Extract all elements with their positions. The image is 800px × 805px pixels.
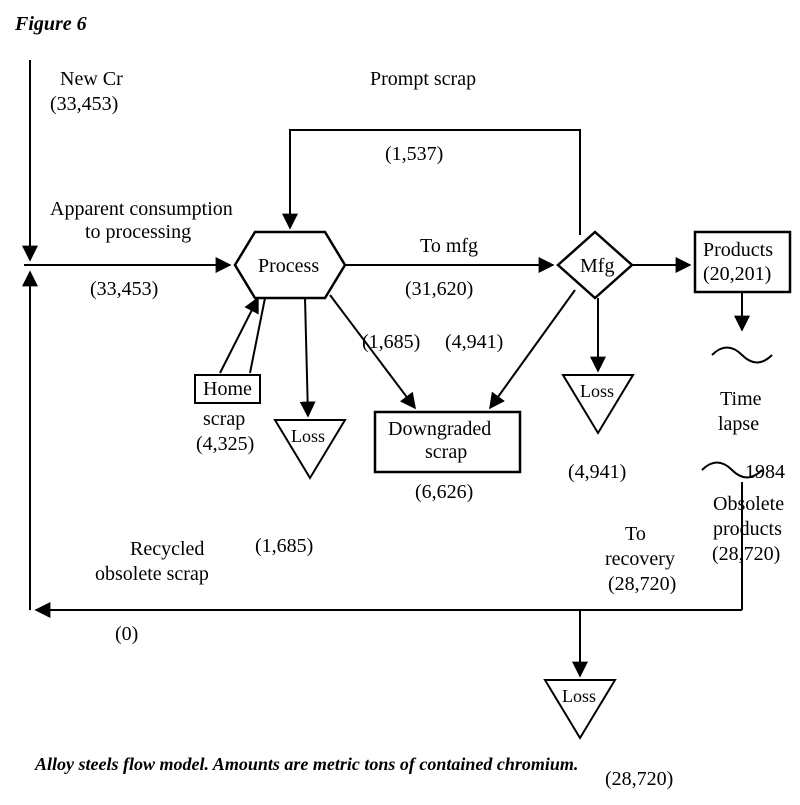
apparent-consumption-val: (33,453) — [90, 278, 158, 300]
apparent-consumption-line2: to processing — [85, 221, 191, 243]
obsolete-val: (28,720) — [712, 543, 780, 565]
mfg-label: Mfg — [580, 255, 614, 277]
recycled-2: obsolete scrap — [95, 563, 209, 585]
recycled-1: Recycled — [130, 538, 204, 560]
loss3-val: (28,720) — [605, 768, 673, 790]
loss1-val: (1,685) — [255, 535, 313, 557]
products-label: Products — [703, 239, 773, 261]
to-dg-mfg-val: (4,941) — [445, 331, 503, 353]
home-scrap-line1: Home — [203, 378, 252, 400]
prompt-scrap-label: Prompt scrap — [370, 68, 476, 90]
figure-title: Figure 6 — [14, 13, 87, 35]
loss2-val: (4,941) — [568, 461, 626, 483]
downgraded-line2: scrap — [425, 441, 467, 463]
new-cr-label: New Cr — [60, 68, 123, 90]
time-lapse-1: Time — [720, 388, 762, 410]
downgraded-line1: Downgraded — [388, 418, 491, 440]
loss3-label: Loss — [562, 686, 596, 706]
to-recovery-val: (28,720) — [608, 573, 676, 595]
year-label: 1984 — [745, 461, 785, 483]
to-mfg-val: (31,620) — [405, 278, 473, 300]
recycled-val: (0) — [115, 623, 138, 645]
to-dg-proc-val: (1,685) — [362, 331, 420, 353]
time-lapse-2: lapse — [718, 413, 759, 435]
apparent-consumption-line1: Apparent consumption — [50, 198, 233, 220]
home-scrap-val: (4,325) — [196, 433, 254, 455]
obsolete-2: products — [713, 518, 782, 540]
to-mfg-label: To mfg — [420, 235, 478, 257]
new-cr-value: (33,453) — [50, 93, 118, 115]
prompt-scrap-val: (1,537) — [385, 143, 443, 165]
downgraded-val: (6,626) — [415, 481, 473, 503]
figure-caption: Alloy steels flow model. Amounts are met… — [34, 754, 578, 774]
products-val: (20,201) — [703, 263, 771, 285]
loss1-label: Loss — [291, 426, 325, 446]
home-scrap-line2: scrap — [203, 408, 245, 430]
to-recovery-2: recovery — [605, 548, 675, 570]
to-recovery-1: To — [625, 523, 646, 545]
process-label: Process — [258, 255, 319, 277]
obsolete-1: Obsolete — [713, 493, 784, 515]
loss2-label: Loss — [580, 381, 614, 401]
